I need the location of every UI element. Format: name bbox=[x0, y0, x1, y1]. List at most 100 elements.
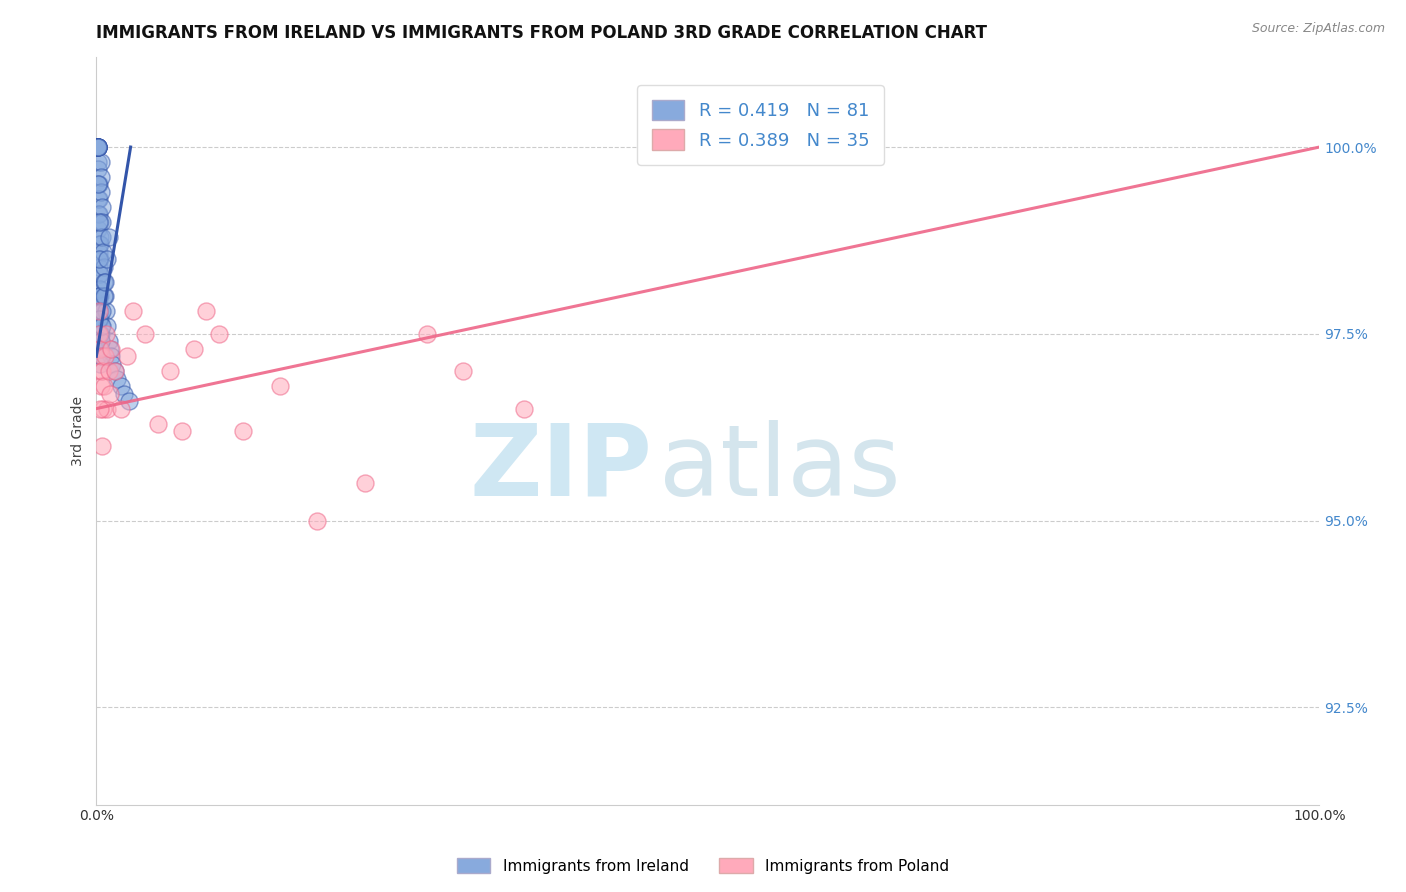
Point bbox=[87, 140, 110, 154]
Point bbox=[94, 275, 117, 289]
Point bbox=[89, 192, 111, 206]
Point bbox=[89, 215, 111, 229]
Point bbox=[86, 140, 108, 154]
Point bbox=[86, 140, 108, 154]
Point bbox=[89, 267, 111, 281]
Point bbox=[87, 178, 110, 192]
Point bbox=[87, 282, 110, 296]
Point bbox=[86, 140, 108, 154]
Point bbox=[195, 304, 218, 318]
Point bbox=[100, 349, 122, 363]
Point bbox=[115, 349, 138, 363]
Point bbox=[87, 252, 110, 266]
Point bbox=[97, 364, 120, 378]
Point bbox=[87, 140, 110, 154]
Point bbox=[89, 312, 111, 326]
Point bbox=[97, 229, 120, 244]
Legend: Immigrants from Ireland, Immigrants from Poland: Immigrants from Ireland, Immigrants from… bbox=[451, 852, 955, 880]
Point bbox=[89, 289, 111, 303]
Point bbox=[86, 140, 108, 154]
Point bbox=[96, 319, 118, 334]
Point bbox=[90, 200, 112, 214]
Point bbox=[90, 349, 112, 363]
Point bbox=[89, 342, 111, 356]
Point bbox=[415, 326, 437, 341]
Point bbox=[94, 326, 117, 341]
Legend: R = 0.419   N = 81, R = 0.389   N = 35: R = 0.419 N = 81, R = 0.389 N = 35 bbox=[637, 85, 884, 165]
Point bbox=[89, 252, 111, 266]
Point bbox=[89, 304, 111, 318]
Point bbox=[208, 326, 231, 341]
Point bbox=[98, 342, 121, 356]
Point bbox=[305, 514, 328, 528]
Point bbox=[118, 394, 141, 409]
Point bbox=[96, 401, 118, 416]
Point bbox=[89, 319, 111, 334]
Point bbox=[91, 439, 114, 453]
Point bbox=[94, 289, 117, 303]
Point bbox=[104, 364, 127, 378]
Point bbox=[89, 304, 111, 318]
Point bbox=[86, 140, 108, 154]
Point bbox=[170, 424, 193, 438]
Point bbox=[86, 140, 108, 154]
Point bbox=[183, 342, 205, 356]
Point bbox=[90, 364, 112, 378]
Text: IMMIGRANTS FROM IRELAND VS IMMIGRANTS FROM POLAND 3RD GRADE CORRELATION CHART: IMMIGRANTS FROM IRELAND VS IMMIGRANTS FR… bbox=[97, 24, 987, 42]
Point bbox=[90, 349, 112, 363]
Point bbox=[93, 275, 115, 289]
Point bbox=[91, 401, 114, 416]
Point bbox=[87, 237, 110, 252]
Point bbox=[97, 334, 120, 349]
Point bbox=[86, 140, 108, 154]
Point bbox=[93, 379, 115, 393]
Point bbox=[87, 289, 110, 303]
Point bbox=[114, 386, 136, 401]
Point bbox=[86, 140, 108, 154]
Point bbox=[91, 229, 114, 244]
Point bbox=[87, 267, 110, 281]
Point bbox=[98, 386, 121, 401]
Point bbox=[354, 476, 377, 491]
Point bbox=[87, 155, 110, 169]
Point bbox=[96, 252, 118, 266]
Point bbox=[93, 289, 115, 303]
Point bbox=[91, 364, 114, 378]
Point bbox=[91, 215, 114, 229]
Point bbox=[87, 244, 110, 259]
Point bbox=[105, 372, 128, 386]
Point bbox=[90, 169, 112, 184]
Point bbox=[269, 379, 291, 393]
Point bbox=[89, 326, 111, 341]
Point bbox=[90, 334, 112, 349]
Point bbox=[87, 192, 110, 206]
Point bbox=[87, 304, 110, 318]
Point bbox=[87, 140, 110, 154]
Point bbox=[87, 162, 110, 177]
Y-axis label: 3rd Grade: 3rd Grade bbox=[72, 396, 86, 466]
Point bbox=[110, 401, 132, 416]
Text: ZIP: ZIP bbox=[470, 420, 652, 516]
Point bbox=[89, 237, 111, 252]
Point bbox=[134, 326, 156, 341]
Point bbox=[86, 140, 108, 154]
Point bbox=[91, 244, 114, 259]
Point bbox=[122, 304, 145, 318]
Point bbox=[89, 357, 111, 371]
Point bbox=[91, 304, 114, 318]
Point bbox=[86, 140, 108, 154]
Text: atlas: atlas bbox=[659, 420, 901, 516]
Point bbox=[89, 207, 111, 221]
Point bbox=[87, 222, 110, 236]
Point bbox=[93, 260, 115, 274]
Point bbox=[86, 140, 108, 154]
Point bbox=[90, 334, 112, 349]
Point bbox=[110, 379, 132, 393]
Point bbox=[513, 401, 536, 416]
Point bbox=[89, 178, 111, 192]
Point bbox=[90, 155, 112, 169]
Point bbox=[89, 312, 111, 326]
Point bbox=[101, 357, 124, 371]
Point bbox=[90, 379, 112, 393]
Point bbox=[89, 401, 111, 416]
